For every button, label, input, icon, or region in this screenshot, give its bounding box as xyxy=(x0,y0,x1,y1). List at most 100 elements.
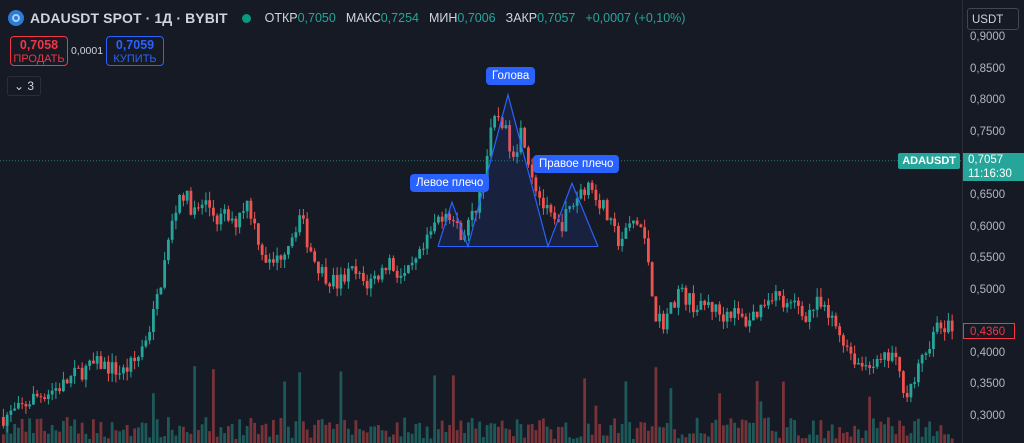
ohlc-close-value: 0,7057 xyxy=(537,11,576,25)
candle-body xyxy=(459,222,463,240)
volume-bar xyxy=(789,418,793,443)
volume-bar xyxy=(118,431,122,443)
left-shoulder-label[interactable]: Левое плечо xyxy=(410,174,490,193)
volume-bar xyxy=(317,419,320,443)
volume-bar xyxy=(204,417,208,443)
volume-bar xyxy=(512,436,515,443)
volume-bar xyxy=(579,436,583,443)
candle-body xyxy=(845,345,849,347)
candle-body xyxy=(808,309,812,322)
volume-bar xyxy=(504,428,508,443)
volume-bar xyxy=(673,429,677,443)
currency-value: USDT xyxy=(972,14,1004,26)
candle-body xyxy=(298,215,302,233)
volume-bar xyxy=(155,419,159,443)
candle-body xyxy=(523,127,527,148)
candle-body xyxy=(28,404,32,407)
sell-button[interactable]: 0,7058 ПРОДАТЬ xyxy=(10,36,68,66)
volume-bar xyxy=(935,431,939,443)
price-chart[interactable] xyxy=(0,0,962,443)
ohlc-low-value: 0,7006 xyxy=(457,11,496,25)
candle-body xyxy=(140,346,144,358)
candle-body xyxy=(673,302,677,308)
volume-bar xyxy=(568,437,572,443)
volume-bar xyxy=(515,419,519,443)
chevron-down-icon: ⌄ xyxy=(14,79,25,93)
candle-body xyxy=(692,293,695,313)
volume-bar xyxy=(628,422,632,443)
price-tick: 0,9000 xyxy=(970,31,1006,43)
volume-bar xyxy=(669,388,673,443)
volume-bar xyxy=(489,423,493,443)
volume-bar xyxy=(249,417,253,443)
candle-body xyxy=(902,371,905,393)
volume-bar xyxy=(212,369,215,443)
candle-body xyxy=(238,212,242,228)
volume-bar xyxy=(583,378,587,443)
volume-bar xyxy=(163,436,167,443)
volume-bar xyxy=(92,419,95,443)
candle-body xyxy=(152,309,155,333)
volume-bar xyxy=(328,422,332,443)
price-axis[interactable]: USDT 0,9000 0,8500 0,8000 0,7500 0,6500 0,600… xyxy=(962,0,1024,443)
head-label[interactable]: Голова xyxy=(486,66,536,85)
candles xyxy=(2,107,954,433)
volume-bar xyxy=(399,436,403,443)
volume-bar xyxy=(654,367,658,443)
candle-body xyxy=(658,313,662,322)
candle-body xyxy=(512,151,515,157)
indicators-toggle-button[interactable]: ⌄ 3 xyxy=(7,76,42,96)
candle-body xyxy=(838,326,842,336)
candle-body xyxy=(392,258,395,271)
currency-select[interactable]: USDT xyxy=(967,8,1019,30)
candle-body xyxy=(350,266,354,269)
candle-body xyxy=(320,266,324,274)
candle-body xyxy=(437,216,440,223)
candle-body xyxy=(290,237,294,247)
volume-bar xyxy=(534,430,538,443)
candle-body xyxy=(407,265,410,274)
candle-body xyxy=(80,367,84,380)
candle-body xyxy=(485,155,489,181)
candle-body xyxy=(384,267,388,271)
volume-bar xyxy=(917,418,920,443)
volume-bar xyxy=(13,423,17,443)
candle-body xyxy=(245,200,249,212)
candle-body xyxy=(208,200,212,208)
candle-body xyxy=(324,266,328,284)
buy-button[interactable]: 0,7059 КУПИТЬ xyxy=(106,36,164,66)
volume-bar xyxy=(718,393,722,443)
candle-body xyxy=(174,212,178,221)
volume-bar xyxy=(272,419,275,443)
candle-body xyxy=(230,218,234,221)
right-shoulder-label[interactable]: Правое плечо xyxy=(533,155,620,174)
candle-body xyxy=(602,200,605,209)
candle-body xyxy=(43,397,47,400)
candle-body xyxy=(677,289,680,308)
volume-bar xyxy=(545,426,549,443)
last-price-tag: 0,4360 xyxy=(963,323,1015,340)
volume-bar xyxy=(350,434,354,443)
volume-bar xyxy=(107,438,110,443)
candle-body xyxy=(553,212,557,220)
volume-bar xyxy=(620,424,624,443)
candle-body xyxy=(699,300,703,310)
candle-body xyxy=(617,226,620,247)
candle-body xyxy=(35,393,39,397)
candle-body xyxy=(148,332,152,341)
sell-label: ПРОДАТЬ xyxy=(13,53,65,65)
volume-bar xyxy=(658,426,662,443)
symbol-title[interactable]: ADAUSDT SPOT · 1Д · BYBIT xyxy=(30,10,228,26)
candle-body xyxy=(789,302,793,304)
volume-bar xyxy=(24,431,28,443)
volume-bar xyxy=(744,420,748,443)
volume-bar xyxy=(755,381,759,443)
volume-bar xyxy=(43,430,47,443)
candle-body xyxy=(887,352,890,361)
ohlc-open-label: ОТКР xyxy=(264,11,298,25)
candle-body xyxy=(815,296,819,310)
volume-bar xyxy=(748,422,752,443)
volume-bar xyxy=(422,437,425,443)
candle-body xyxy=(77,367,80,369)
volume-bar xyxy=(909,433,913,443)
